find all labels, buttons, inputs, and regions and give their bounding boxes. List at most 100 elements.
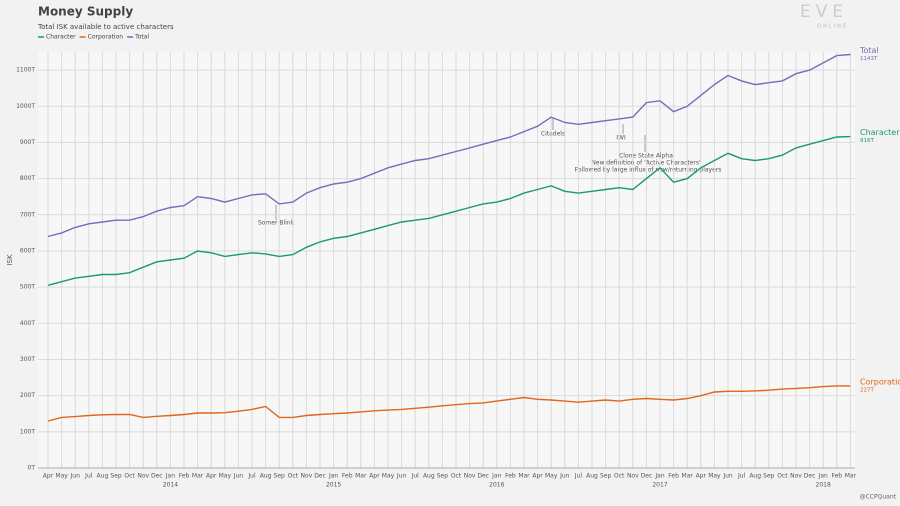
x-tick-label: Jul (84, 473, 93, 480)
y-tick-label: 800T (20, 175, 35, 182)
x-tick-label: Jan (328, 473, 338, 480)
series-end-name: Total (859, 46, 879, 55)
x-tick-label: Jul (247, 473, 256, 480)
annotation: IWI (616, 135, 626, 142)
x-year-label: 2018 (816, 482, 831, 489)
y-axis-label: ISK (6, 254, 14, 266)
x-tick-label: Jan (654, 473, 664, 480)
series-end-value: 1143T (860, 56, 878, 62)
x-tick-label: Jun (722, 473, 733, 480)
x-tick-label: Feb (668, 473, 679, 480)
y-tick-label: 300T (20, 356, 35, 363)
x-tick-label: Jan (818, 473, 828, 480)
x-tick-label: Dec (314, 473, 326, 480)
series-line (47, 53, 851, 238)
legend-label: Character (46, 34, 76, 41)
x-tick-label: Sep (600, 473, 612, 480)
x-tick-label: Aug (423, 473, 435, 480)
x-tick-label: Nov (137, 473, 149, 480)
x-tick-label: Dec (641, 473, 653, 480)
x-tick-label: Mar (518, 473, 530, 480)
x-year-label: 2017 (652, 482, 667, 489)
series-end-name: Corporation (860, 377, 900, 386)
series-end-name: Character (860, 128, 900, 137)
series-line (47, 135, 851, 286)
y-tick-label: 1000T (16, 103, 35, 110)
x-tick-label: Apr (532, 473, 543, 480)
x-tick-label: Jul (574, 473, 583, 480)
annotation: Followed by large influx of new/returnin… (575, 167, 722, 174)
x-tick-label: Nov (627, 473, 639, 480)
x-tick-label: Nov (790, 473, 802, 480)
x-tick-label: Jun (396, 473, 407, 480)
x-tick-label: Mar (845, 473, 857, 480)
x-tick-label: Apr (696, 473, 707, 480)
credit: @CCPQuant (860, 494, 897, 501)
x-tick-label: Dec (477, 473, 489, 480)
logo-sub: ONLINE (817, 24, 848, 30)
y-tick-label: 900T (20, 139, 35, 146)
x-tick-label: Oct (614, 473, 625, 480)
x-tick-label: Sep (763, 473, 775, 480)
x-tick-label: Oct (288, 473, 299, 480)
x-tick-label: May (708, 473, 721, 480)
x-tick-label: Jun (70, 473, 81, 480)
x-tick-label: Jun (233, 473, 244, 480)
x-tick-label: Aug (586, 473, 598, 480)
x-tick-label: Feb (179, 473, 190, 480)
x-tick-label: Jun (559, 473, 570, 480)
x-tick-label: May (55, 473, 68, 480)
x-tick-label: Mar (355, 473, 367, 480)
chart-subtitle: Total ISK available to active characters (37, 23, 174, 31)
x-tick-label: Dec (804, 473, 816, 480)
x-tick-label: Oct (124, 473, 135, 480)
x-tick-label: Feb (342, 473, 353, 480)
x-tick-label: Apr (369, 473, 380, 480)
series-end-value: 916T (860, 138, 874, 144)
x-tick-label: Aug (260, 473, 272, 480)
y-tick-label: 0T (28, 465, 36, 472)
series-end-value: 227T (860, 387, 874, 393)
x-tick-label: May (382, 473, 395, 480)
y-tick-label: 200T (20, 392, 35, 399)
logo: EVE (800, 2, 848, 22)
x-tick-label: Jul (411, 473, 420, 480)
x-tick-label: Jul (737, 473, 746, 480)
x-year-label: 2014 (163, 482, 178, 489)
y-tick-label: 400T (20, 320, 35, 327)
x-tick-label: Aug (749, 473, 761, 480)
x-tick-label: Dec (151, 473, 163, 480)
x-year-label: 2016 (489, 482, 504, 489)
x-tick-label: May (545, 473, 558, 480)
x-tick-label: Sep (110, 473, 122, 480)
y-tick-label: 500T (20, 284, 35, 291)
x-tick-label: Apr (43, 473, 54, 480)
x-tick-label: Sep (274, 473, 286, 480)
legend-label: Total (134, 34, 149, 41)
y-tick-label: 600T (20, 247, 35, 254)
x-tick-label: May (219, 473, 232, 480)
x-tick-label: Nov (301, 473, 313, 480)
x-tick-label: Feb (505, 473, 516, 480)
x-tick-label: Mar (192, 473, 204, 480)
annotation: Somer Blink (258, 220, 295, 227)
y-tick-label: 100T (20, 428, 35, 435)
x-tick-label: Nov (464, 473, 476, 480)
x-tick-label: Feb (831, 473, 842, 480)
x-tick-label: Aug (97, 473, 109, 480)
y-tick-label: 700T (20, 211, 35, 218)
x-tick-label: Jan (491, 473, 501, 480)
legend-label: Corporation (88, 34, 124, 41)
x-tick-label: Jan (165, 473, 175, 480)
x-tick-label: Oct (451, 473, 462, 480)
annotation: Citadels (541, 131, 565, 138)
x-tick-label: Mar (682, 473, 694, 480)
x-tick-label: Oct (777, 473, 788, 480)
x-year-label: 2015 (326, 482, 341, 489)
y-tick-label: 1100T (16, 67, 35, 74)
chart-title: Money Supply (38, 5, 133, 19)
x-tick-label: Apr (206, 473, 217, 480)
x-tick-label: Sep (437, 473, 449, 480)
series-line (47, 385, 851, 422)
